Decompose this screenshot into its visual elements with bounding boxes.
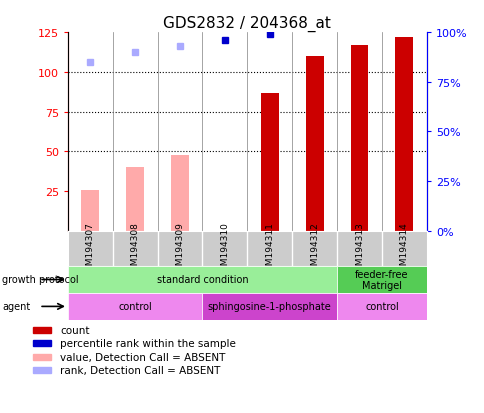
Text: GSM194309: GSM194309 [175, 221, 184, 276]
Bar [33, 341, 51, 347]
Text: value, Detection Call = ABSENT: value, Detection Call = ABSENT [60, 352, 225, 362]
Bar [336, 293, 426, 320]
Bar [81, 190, 99, 231]
Bar [68, 293, 202, 320]
Text: GSM194313: GSM194313 [354, 221, 363, 276]
Text: control: control [118, 301, 152, 312]
Bar [33, 367, 51, 373]
Text: rank, Detection Call = ABSENT: rank, Detection Call = ABSENT [60, 366, 220, 375]
Bar [394, 38, 412, 231]
Text: count: count [60, 325, 89, 335]
Text: GSM194314: GSM194314 [399, 221, 408, 276]
Text: GSM194307: GSM194307 [86, 221, 95, 276]
Bar [350, 46, 368, 231]
Text: standard condition: standard condition [156, 275, 248, 285]
Bar [202, 293, 336, 320]
Text: agent: agent [2, 301, 30, 312]
Bar [171, 155, 189, 231]
Bar [260, 93, 278, 231]
Text: feeder-free
Matrigel: feeder-free Matrigel [354, 269, 408, 291]
Text: sphingosine-1-phosphate: sphingosine-1-phosphate [208, 301, 331, 312]
Title: GDS2832 / 204368_at: GDS2832 / 204368_at [163, 16, 331, 32]
Bar [33, 327, 51, 333]
Bar [126, 168, 144, 231]
Bar [68, 266, 336, 293]
Text: GSM194312: GSM194312 [309, 221, 318, 276]
Text: control: control [364, 301, 398, 312]
Text: GSM194311: GSM194311 [265, 221, 274, 276]
Bar [305, 57, 323, 231]
Text: GSM194308: GSM194308 [130, 221, 139, 276]
Bar [33, 354, 51, 360]
Text: growth protocol: growth protocol [2, 275, 79, 285]
Text: GSM194310: GSM194310 [220, 221, 229, 276]
Text: percentile rank within the sample: percentile rank within the sample [60, 339, 235, 349]
Bar [336, 266, 426, 293]
